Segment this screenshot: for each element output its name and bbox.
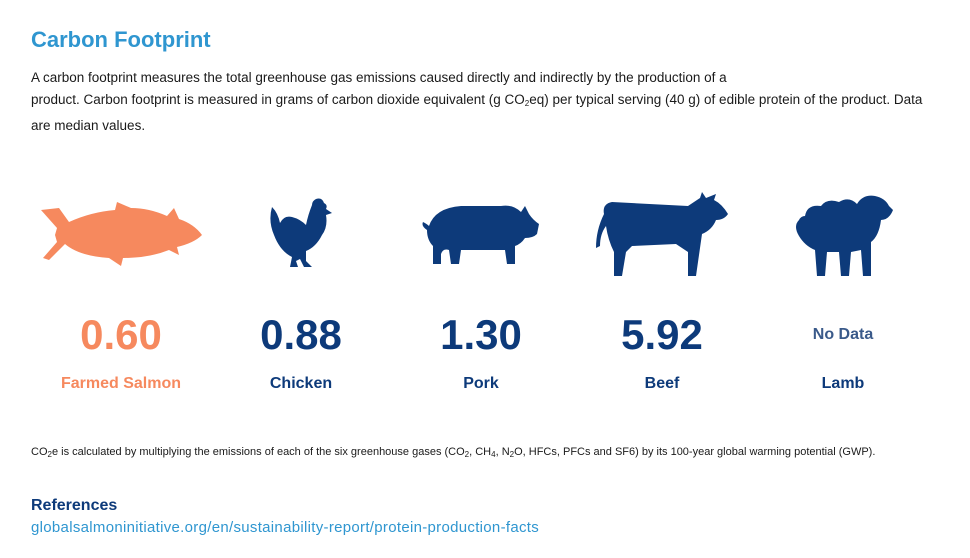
value-beef: 5.92 [621, 311, 703, 358]
references-heading: References [31, 497, 118, 514]
label-lamb: Lamb [821, 375, 865, 392]
footnote: CO2e is calculated by multiplying the em… [31, 446, 876, 459]
label-pork: Pork [463, 375, 499, 392]
item-chicken: 0.88 Chicken [211, 180, 391, 410]
salmon-icon [40, 202, 202, 266]
item-lamb: No Data Lamb [753, 180, 933, 410]
item-pork: 1.30 Pork [391, 180, 571, 410]
chicken-icon [270, 198, 332, 267]
page-title: Carbon Footprint [31, 27, 211, 52]
value-lamb: No Data [812, 326, 874, 343]
label-chicken: Chicken [269, 375, 333, 392]
value-farmed-salmon: 0.60 [80, 311, 162, 358]
item-beef: 5.92 Beef [572, 180, 752, 410]
label-farmed-salmon: Farmed Salmon [60, 375, 182, 392]
description: A carbon footprint measures the total gr… [31, 70, 923, 133]
label-beef: Beef [644, 375, 680, 392]
pig-icon [422, 205, 539, 264]
animal-grid: 0.60 Farmed Salmon 0.88 Chicken 1.30 Por… [0, 180, 970, 410]
reference-link[interactable]: globalsalmoninitiative.org/en/sustainabi… [31, 519, 540, 536]
sheep-icon [796, 195, 893, 276]
value-chicken: 0.88 [260, 311, 342, 358]
item-farmed-salmon: 0.60 Farmed Salmon [31, 180, 211, 410]
value-pork: 1.30 [440, 311, 522, 358]
cow-icon [596, 192, 728, 276]
